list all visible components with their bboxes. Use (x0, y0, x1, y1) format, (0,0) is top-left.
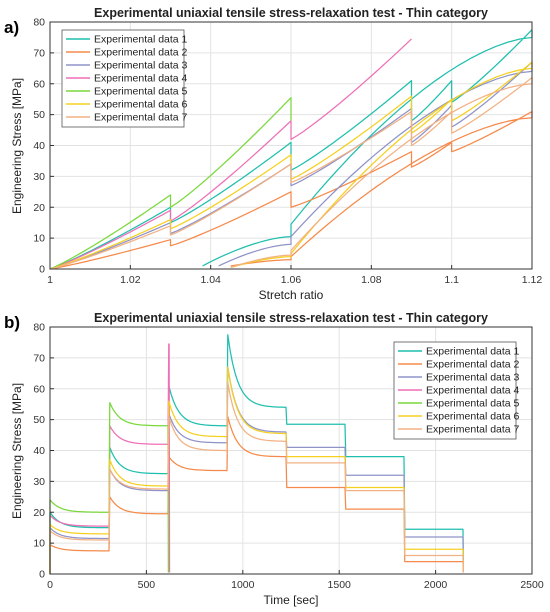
a-xtick-label: 1.02 (120, 274, 141, 286)
b-ytick-label: 40 (33, 445, 45, 457)
a-ytick-label: 10 (33, 233, 45, 245)
a-xtick-label: 1.1 (444, 274, 459, 286)
panel-b-label: b) (4, 313, 20, 332)
panel-b-ylabel: Engineering Stress [MPa] (10, 383, 24, 519)
a-ytick-label: 80 (33, 17, 45, 29)
panel-b-title: Experimental uniaxial tensile stress-rel… (94, 311, 488, 325)
panel-b-xlabel: Time [sec] (264, 593, 319, 607)
panel-b-ticks: 0 500 1000 1500 2000 2500 0 10 20 30 40 50 60 70 80 (33, 322, 544, 592)
legend-entry: Experimental data 5 (94, 86, 188, 98)
b-xtick-label: 500 (138, 579, 156, 591)
legend-entry: Experimental data 2 (94, 47, 188, 59)
panel-a-xlabel: Stretch ratio (259, 288, 324, 302)
a-ytick-label: 20 (33, 202, 45, 214)
series-line-experimental-data-7 (49, 381, 464, 574)
series-line-experimental-data-5 (49, 97, 292, 270)
panel-b-series (49, 334, 464, 574)
series-line-experimental-data-6 (49, 366, 464, 574)
a-ytick-label: 40 (33, 140, 45, 152)
a-ytick-label: 0 (39, 264, 45, 276)
a-ytick-label: 70 (33, 47, 45, 59)
b-xtick-label: 1000 (231, 579, 255, 591)
b-ytick-label: 60 (33, 383, 45, 395)
series-line-experimental-data-7 (49, 76, 533, 270)
b-ytick-label: 0 (39, 569, 45, 581)
series-line-experimental-data-3 (49, 366, 464, 574)
series-line-experimental-data-4 (49, 343, 171, 574)
b-ytick-label: 30 (33, 476, 45, 488)
a-ytick-label: 30 (33, 171, 45, 183)
legend-entry: Experimental data 1 (426, 346, 520, 358)
a-xtick-label: 1.04 (200, 274, 221, 286)
b-ytick-label: 10 (33, 538, 45, 550)
b-xtick-label: 2000 (424, 579, 448, 591)
b-xtick-label: 0 (47, 579, 53, 591)
series-line-experimental-data-2 (49, 415, 464, 574)
b-xtick-label: 1500 (328, 579, 352, 591)
panel-a-label: a) (4, 18, 19, 37)
series-line-experimental-data-1 (49, 334, 464, 574)
b-ytick-label: 20 (33, 507, 45, 519)
panel-a-ticks: 1 1.02 1.04 1.06 1.08 1.1 1.12 0 10 20 30 40 50 60 70 8… (33, 17, 542, 287)
legend-entry: Experimental data 4 (426, 385, 520, 397)
b-ytick-label: 50 (33, 414, 45, 426)
legend-entry: Experimental data 6 (426, 411, 520, 423)
a-xtick-label: 1.08 (361, 274, 382, 286)
a-ytick-label: 60 (33, 78, 45, 90)
panel-a-series (49, 29, 533, 270)
a-xtick-label: 1 (47, 274, 53, 286)
legend-entry: Experimental data 5 (426, 398, 520, 410)
b-ytick-label: 70 (33, 352, 45, 364)
series-line-experimental-data-4 (49, 38, 412, 270)
legend-entry: Experimental data 7 (426, 424, 520, 436)
b-ytick-label: 80 (33, 322, 45, 334)
series-line-experimental-data-1 (49, 29, 533, 270)
series-line-experimental-data-2 (49, 110, 533, 270)
a-xtick-label: 1.06 (281, 274, 302, 286)
b-xtick-label: 2500 (520, 579, 544, 591)
panel-b-chart: b) Experimental uniaxial tensile stress-… (4, 311, 544, 607)
legend-entry: Experimental data 3 (426, 372, 520, 384)
series-line-experimental-data-6 (49, 61, 533, 270)
legend-entry: Experimental data 3 (94, 60, 188, 72)
series-line-experimental-data-5 (49, 402, 170, 574)
panel-a-title: Experimental uniaxial tensile stress-rel… (94, 6, 488, 20)
panel-a-chart: a) Experimental uniaxial tensile stress-… (4, 6, 542, 302)
legend-entry: Experimental data 6 (94, 99, 188, 111)
panel-a-ylabel: Engineering Stress [MPa] (10, 78, 24, 214)
a-xtick-label: 1.12 (522, 274, 543, 286)
legend-entry: Experimental data 4 (94, 73, 188, 85)
legend-entry: Experimental data 1 (94, 34, 188, 46)
legend-entry: Experimental data 7 (94, 112, 188, 124)
a-ytick-label: 50 (33, 109, 45, 121)
legend-entry: Experimental data 2 (426, 359, 520, 371)
